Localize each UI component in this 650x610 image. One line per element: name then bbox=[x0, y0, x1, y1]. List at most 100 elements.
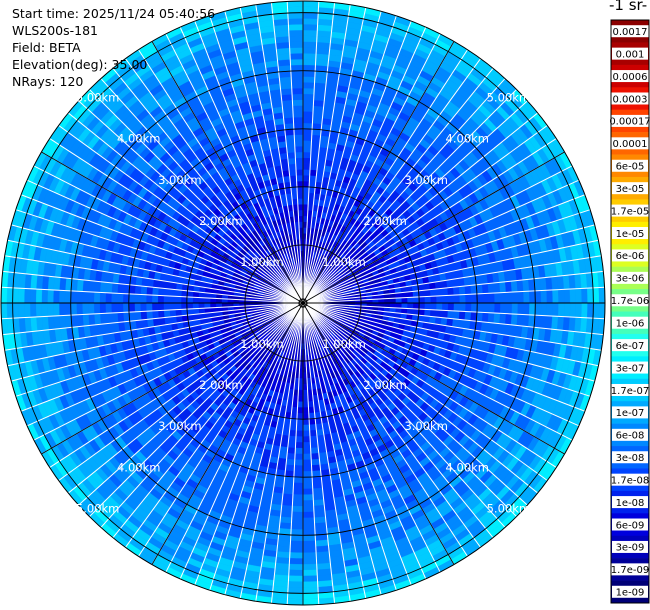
beta-cell bbox=[289, 424, 297, 431]
beta-cell bbox=[41, 275, 50, 290]
beta-cell bbox=[302, 169, 311, 176]
beta-cell bbox=[447, 294, 455, 304]
beta-cell bbox=[315, 539, 329, 547]
beta-cell bbox=[476, 302, 484, 313]
beta-cell bbox=[302, 41, 317, 48]
beta-cell bbox=[279, 516, 292, 524]
beta-cell bbox=[435, 288, 443, 297]
beta-cell bbox=[286, 453, 296, 460]
beta-cell bbox=[442, 295, 449, 304]
beta-cell bbox=[529, 290, 536, 304]
beta-cell bbox=[287, 447, 296, 454]
beta-cell bbox=[82, 279, 90, 292]
beta-cell bbox=[315, 47, 330, 55]
beta-cell bbox=[522, 279, 530, 292]
beta-cell bbox=[556, 275, 565, 290]
beta-cell bbox=[302, 180, 310, 188]
beta-cell bbox=[157, 287, 165, 296]
beta-cell bbox=[311, 140, 321, 148]
beta-cell bbox=[302, 58, 316, 66]
beta-cell bbox=[540, 290, 548, 304]
beta-cell bbox=[523, 302, 530, 316]
beta-cell bbox=[186, 302, 193, 310]
beta-cell bbox=[116, 302, 124, 313]
beta-cell bbox=[157, 302, 164, 311]
beta-cell bbox=[76, 290, 83, 304]
beta-cell bbox=[312, 117, 323, 125]
beta-cell bbox=[302, 6, 319, 14]
beta-cell bbox=[292, 494, 304, 501]
beta-cell bbox=[6, 302, 14, 319]
beta-cell bbox=[429, 309, 437, 318]
beta-cell bbox=[436, 302, 443, 311]
beta-cell bbox=[302, 488, 314, 495]
beta-cell bbox=[35, 302, 43, 318]
beta-cell bbox=[122, 302, 130, 313]
beta-cell bbox=[488, 302, 495, 314]
beta-cell bbox=[282, 493, 294, 501]
beta-cell bbox=[117, 283, 125, 294]
beta-cell bbox=[592, 302, 600, 319]
beta-cell bbox=[436, 295, 443, 304]
beta-cell bbox=[465, 294, 472, 304]
beta-cell bbox=[302, 407, 309, 414]
beta-cell bbox=[534, 302, 542, 316]
beta-cell bbox=[493, 312, 501, 324]
beta-cell bbox=[312, 105, 324, 113]
beta-cell bbox=[505, 291, 513, 304]
beta-cell bbox=[310, 453, 320, 460]
beta-cell bbox=[407, 302, 414, 309]
beta-cell bbox=[169, 295, 176, 304]
beta-cell bbox=[82, 291, 89, 304]
beta-cell bbox=[292, 488, 304, 495]
beta-cell bbox=[310, 447, 319, 454]
beta-cell bbox=[313, 99, 325, 107]
beta-cell bbox=[311, 458, 321, 466]
beta-cell bbox=[12, 302, 19, 319]
beta-cell bbox=[295, 436, 304, 443]
beta-cell bbox=[285, 458, 295, 466]
beta-cell bbox=[302, 413, 310, 420]
beta-cell bbox=[134, 302, 141, 312]
beta-cell bbox=[24, 288, 31, 304]
beta-cell bbox=[302, 76, 316, 83]
beta-cell bbox=[511, 302, 519, 315]
beta-cell bbox=[105, 282, 113, 294]
beta-cell bbox=[285, 464, 295, 472]
beta-cell bbox=[151, 302, 159, 312]
beta-cell bbox=[302, 581, 319, 588]
beta-cell bbox=[314, 516, 327, 524]
beta-cell bbox=[290, 540, 304, 548]
beta-cell bbox=[87, 302, 95, 315]
beta-cell bbox=[481, 283, 489, 294]
beta-cell bbox=[289, 558, 304, 565]
beta-cell bbox=[309, 429, 318, 437]
beta-cell bbox=[277, 539, 291, 547]
beta-cell bbox=[302, 29, 318, 37]
beta-cell bbox=[552, 289, 559, 304]
beta-cell bbox=[302, 140, 312, 147]
beta-cell bbox=[76, 279, 84, 292]
beta-cell bbox=[296, 418, 304, 426]
beta-cell bbox=[581, 302, 588, 319]
beta-cell bbox=[76, 302, 83, 316]
beta-cell bbox=[551, 315, 559, 330]
beta-cell bbox=[280, 504, 293, 512]
beta-cell bbox=[510, 280, 518, 293]
beta-cell bbox=[289, 552, 304, 559]
beta-cell bbox=[488, 292, 495, 304]
beta-cell bbox=[558, 289, 565, 304]
beta-cell bbox=[430, 302, 437, 311]
beta-cell bbox=[313, 510, 326, 518]
beta-cell bbox=[105, 292, 112, 304]
beta-cell bbox=[407, 297, 414, 304]
beta-cell bbox=[140, 311, 148, 321]
beta-cell bbox=[297, 395, 304, 402]
beta-cell bbox=[293, 471, 304, 478]
beta-cell bbox=[302, 552, 317, 559]
beta-cell bbox=[280, 510, 293, 518]
beta-cell bbox=[163, 302, 170, 311]
beta-cell bbox=[47, 302, 54, 317]
beta-cell bbox=[546, 289, 553, 304]
beta-cell bbox=[302, 128, 313, 135]
